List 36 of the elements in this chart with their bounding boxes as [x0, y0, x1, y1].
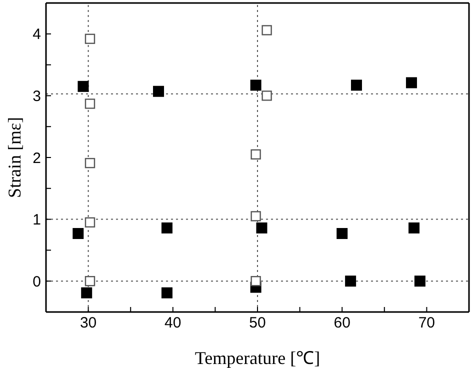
point	[408, 222, 420, 234]
x-tick-label: 50	[249, 314, 266, 332]
point	[84, 217, 96, 228]
x-tick-label: 30	[80, 314, 97, 332]
point	[250, 276, 261, 286]
point	[406, 77, 417, 88]
point	[84, 98, 96, 109]
y-tick-label: 1	[32, 212, 41, 229]
point	[161, 222, 172, 234]
y-axis-title: Strain [mε]	[4, 116, 24, 198]
x-axis-title: Temperature [℃]	[194, 348, 320, 368]
point	[414, 276, 426, 287]
point	[84, 276, 96, 286]
point	[262, 25, 272, 36]
point	[336, 228, 348, 240]
point	[256, 222, 268, 234]
point	[81, 287, 92, 298]
point	[161, 287, 172, 298]
point	[72, 228, 84, 240]
point	[250, 80, 262, 91]
y-tick-label: 2	[32, 150, 41, 167]
point	[84, 34, 96, 44]
y-tick-label: 4	[32, 26, 41, 44]
y-tick-label: 3	[32, 88, 41, 106]
point	[345, 276, 356, 287]
point	[78, 80, 89, 92]
point	[84, 158, 96, 168]
point	[350, 80, 362, 91]
x-tick-label: 70	[418, 314, 436, 332]
x-tick-label: 40	[164, 314, 182, 332]
point	[262, 90, 272, 101]
point	[250, 211, 261, 222]
point	[250, 149, 261, 160]
point	[153, 86, 164, 97]
x-tick-label: 60	[334, 314, 350, 332]
y-tick-label: 0	[32, 273, 41, 290]
